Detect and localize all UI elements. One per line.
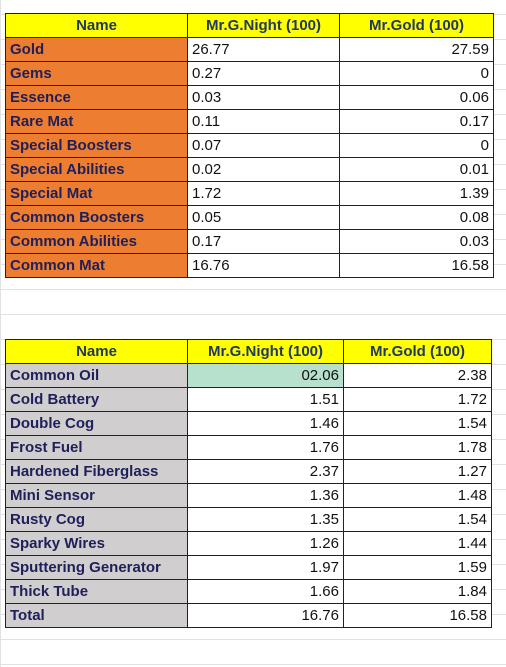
cell-mr-gold[interactable]: 1.48 xyxy=(343,483,492,508)
row-label[interactable]: Common Oil xyxy=(5,363,188,388)
table-row: Sparky Wires 1.26 1.44 xyxy=(5,531,492,556)
row-label[interactable]: Total xyxy=(5,603,188,628)
total-row: Total 16.76 16.58 xyxy=(5,603,492,628)
cell-mr-g-night[interactable]: 16.76 xyxy=(187,253,340,278)
cell-mr-gold[interactable]: 2.38 xyxy=(343,363,492,388)
header-mr-g-night[interactable]: Mr.G.Night (100) xyxy=(187,339,344,364)
table-row: Rusty Cog 1.35 1.54 xyxy=(5,507,492,532)
table-row: Gems 0.27 0 xyxy=(5,61,494,86)
header-mr-gold[interactable]: Mr.Gold (100) xyxy=(343,339,492,364)
cell-mr-gold[interactable]: 1.44 xyxy=(343,531,492,556)
cell-mr-gold[interactable]: 0.06 xyxy=(339,85,494,110)
row-label[interactable]: Thick Tube xyxy=(5,579,188,604)
cell-mr-gold[interactable]: 1.54 xyxy=(343,507,492,532)
cell-mr-g-night[interactable]: 1.35 xyxy=(187,507,344,532)
table-row: Rare Mat 0.11 0.17 xyxy=(5,109,494,134)
table-row: Gold 26.77 27.59 xyxy=(5,37,494,62)
cell-mr-gold[interactable]: 0 xyxy=(339,133,494,158)
table-row: Common Abilities 0.17 0.03 xyxy=(5,229,494,254)
cell-mr-gold[interactable]: 1.54 xyxy=(343,411,492,436)
cell-mr-gold[interactable]: 27.59 xyxy=(339,37,494,62)
table-row: Sputtering Generator 1.97 1.59 xyxy=(5,555,492,580)
header-row: Name Mr.G.Night (100) Mr.Gold (100) xyxy=(5,13,494,38)
cell-mr-g-night[interactable]: 0.02 xyxy=(187,157,340,182)
cell-mr-g-night[interactable]: 1.36 xyxy=(187,483,344,508)
table-row: Essence 0.03 0.06 xyxy=(5,85,494,110)
cell-mr-g-night[interactable]: 2.37 xyxy=(187,459,344,484)
row-label[interactable]: Rusty Cog xyxy=(5,507,188,532)
cell-mr-g-night[interactable]: 1.51 xyxy=(187,387,344,412)
row-label[interactable]: Common Boosters xyxy=(5,205,188,230)
table-row: Special Boosters 0.07 0 xyxy=(5,133,494,158)
table-row: Hardened Fiberglass 2.37 1.27 xyxy=(5,459,492,484)
row-label[interactable]: Rare Mat xyxy=(5,109,188,134)
cell-mr-g-night[interactable]: 1.76 xyxy=(187,435,344,460)
cell-mr-gold[interactable]: 0 xyxy=(339,61,494,86)
table-row: Common Oil 02.06 2.38 xyxy=(5,363,492,388)
row-label[interactable]: Frost Fuel xyxy=(5,435,188,460)
row-label[interactable]: Special Mat xyxy=(5,181,188,206)
cell-mr-gold[interactable]: 1.84 xyxy=(343,579,492,604)
cell-mr-g-night[interactable]: 0.11 xyxy=(187,109,340,134)
cell-mr-g-night[interactable]: 0.17 xyxy=(187,229,340,254)
table-row: Special Abilities 0.02 0.01 xyxy=(5,157,494,182)
header-name[interactable]: Name xyxy=(5,13,188,38)
cell-mr-g-night[interactable]: 26.77 xyxy=(187,37,340,62)
cell-mr-g-night[interactable]: 1.26 xyxy=(187,531,344,556)
cell-mr-gold[interactable]: 0.03 xyxy=(339,229,494,254)
cell-mr-g-night[interactable]: 1.66 xyxy=(187,579,344,604)
header-mr-g-night[interactable]: Mr.G.Night (100) xyxy=(187,13,340,38)
cell-mr-g-night[interactable]: 1.46 xyxy=(187,411,344,436)
row-label[interactable]: Hardened Fiberglass xyxy=(5,459,188,484)
cell-mr-gold[interactable]: 1.39 xyxy=(339,181,494,206)
row-label[interactable]: Special Abilities xyxy=(5,157,188,182)
row-label[interactable]: Mini Sensor xyxy=(5,483,188,508)
row-label[interactable]: Cold Battery xyxy=(5,387,188,412)
table-row: Double Cog 1.46 1.54 xyxy=(5,411,492,436)
cell-mr-g-night[interactable]: 16.76 xyxy=(187,603,344,628)
cell-mr-g-night[interactable]: 1.72 xyxy=(187,181,340,206)
cell-mr-g-night[interactable]: 1.97 xyxy=(187,555,344,580)
cell-mr-gold[interactable]: 0.01 xyxy=(339,157,494,182)
cell-mr-gold[interactable]: 16.58 xyxy=(339,253,494,278)
row-label[interactable]: Common Abilities xyxy=(5,229,188,254)
cell-mr-gold[interactable]: 1.72 xyxy=(343,387,492,412)
row-label[interactable]: Gems xyxy=(5,61,188,86)
cell-mr-g-night[interactable]: 0.27 xyxy=(187,61,340,86)
table-row: Mini Sensor 1.36 1.48 xyxy=(5,483,492,508)
header-mr-gold[interactable]: Mr.Gold (100) xyxy=(339,13,494,38)
materials-table: Name Mr.G.Night (100) Mr.Gold (100) Comm… xyxy=(5,339,492,628)
row-label[interactable]: Sputtering Generator xyxy=(5,555,188,580)
row-label[interactable]: Double Cog xyxy=(5,411,188,436)
header-name[interactable]: Name xyxy=(5,339,188,364)
cell-mr-gold[interactable]: 16.58 xyxy=(343,603,492,628)
row-label[interactable]: Common Mat xyxy=(5,253,188,278)
cell-mr-g-night[interactable]: 0.05 xyxy=(187,205,340,230)
row-label[interactable]: Sparky Wires xyxy=(5,531,188,556)
table-row: Special Mat 1.72 1.39 xyxy=(5,181,494,206)
cell-mr-gold[interactable]: 1.78 xyxy=(343,435,492,460)
drop-rates-table: Name Mr.G.Night (100) Mr.Gold (100) Gold… xyxy=(5,13,494,278)
table-row: Common Boosters 0.05 0.08 xyxy=(5,205,494,230)
cell-mr-gold[interactable]: 1.27 xyxy=(343,459,492,484)
table-row: Frost Fuel 1.76 1.78 xyxy=(5,435,492,460)
cell-mr-g-night[interactable]: 0.07 xyxy=(187,133,340,158)
table-row: Thick Tube 1.66 1.84 xyxy=(5,579,492,604)
cell-mr-gold[interactable]: 1.59 xyxy=(343,555,492,580)
cell-mr-gold[interactable]: 0.08 xyxy=(339,205,494,230)
selected-cell[interactable]: 02.06 xyxy=(187,363,344,388)
table-row: Common Mat 16.76 16.58 xyxy=(5,253,494,278)
cell-mr-gold[interactable]: 0.17 xyxy=(339,109,494,134)
row-label[interactable]: Special Boosters xyxy=(5,133,188,158)
header-row: Name Mr.G.Night (100) Mr.Gold (100) xyxy=(5,339,492,364)
row-label[interactable]: Essence xyxy=(5,85,188,110)
row-label[interactable]: Gold xyxy=(5,37,188,62)
cell-mr-g-night[interactable]: 0.03 xyxy=(187,85,340,110)
table-row: Cold Battery 1.51 1.72 xyxy=(5,387,492,412)
